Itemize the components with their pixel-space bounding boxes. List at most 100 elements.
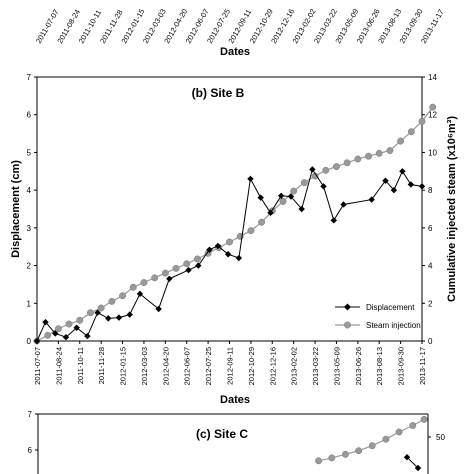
- steam-injection-point: [375, 149, 383, 157]
- site-c-series-line: [406, 456, 419, 469]
- x-tick-label: 2013-06-26: [354, 347, 363, 385]
- displacement-point: [62, 334, 70, 341]
- steam-injection-point: [365, 152, 372, 160]
- displacement-point: [418, 183, 426, 190]
- steam-injection-point: [129, 283, 137, 291]
- x-tick-label: 2012-09-11: [226, 347, 235, 385]
- x-tick-label: 2012-01-15: [119, 347, 128, 385]
- steam-injection-point: [300, 179, 308, 187]
- displacement-point: [224, 251, 232, 258]
- steam-injection-point: [108, 297, 116, 305]
- steam-injection-point: [332, 163, 340, 171]
- steam-injection-point: [429, 103, 437, 111]
- steam-injection-point: [97, 304, 105, 312]
- site-c-steam-point: [341, 450, 349, 458]
- steam-injection-point: [258, 218, 266, 226]
- displacement-point: [84, 332, 91, 340]
- displacement-point: [390, 186, 398, 194]
- displacement-point: [340, 201, 347, 208]
- displacement-point: [115, 314, 123, 321]
- x-tick-label: 2013-11-17: [418, 347, 427, 385]
- steam-injection-point: [343, 159, 351, 167]
- site-c-axes: 6 7 50: [28, 410, 446, 455]
- steam-injection-point: [407, 128, 415, 136]
- steam-injection-point: [397, 137, 405, 145]
- top-panel-date-ticks: 2011-07-072011-08-242011-10-112011-11-28…: [34, 7, 446, 45]
- x-tick-label: 2013-05-09: [332, 347, 341, 385]
- site-b-x-axis: 2011-07-07 2011-08-24 2011-10-11 2011-11-28…: [33, 341, 427, 385]
- y-tick-label: 1: [27, 299, 32, 308]
- steam-injection-point: [386, 147, 394, 154]
- displacement-point: [195, 262, 202, 269]
- x-tick-label: 2012-10-29: [247, 347, 256, 385]
- y-tick-label: 0: [27, 337, 32, 346]
- displacement-point: [33, 337, 41, 345]
- site-b-y2-axis: 0 2 4 6 8 10 12 14: [422, 73, 437, 346]
- displacement-point: [42, 318, 49, 326]
- x-tick-label: 2011-11-28: [97, 347, 106, 384]
- y2-tick-label: 6: [428, 224, 433, 233]
- steam-injection-point: [279, 198, 287, 205]
- x-tick-label: 2012-03-03: [140, 347, 149, 385]
- site-b-series: [33, 103, 437, 345]
- site-c-series-line: [318, 418, 425, 462]
- site-c-steam-point: [315, 457, 323, 465]
- legend-steam-label: Steam injection: [366, 321, 421, 330]
- site-c-steam-point: [368, 442, 376, 450]
- y2-tick-label: 12: [428, 111, 437, 120]
- displacement-point: [94, 309, 101, 316]
- y2-tick-label: 4: [428, 262, 433, 271]
- y-tick-label: 7: [28, 410, 33, 419]
- site-c-series: [315, 415, 428, 472]
- y2-tick-label: 14: [428, 73, 437, 82]
- top-panel-xlabel: Dates: [220, 46, 250, 58]
- displacement-point: [277, 192, 285, 199]
- y2-tick-label: 8: [428, 186, 433, 195]
- y2-tick-label: 0: [428, 337, 433, 346]
- steam-injection-point: [183, 260, 191, 268]
- legend-steam-marker: [344, 321, 351, 329]
- x-tick-label: 2012-07-25: [204, 347, 213, 385]
- displacement-point: [382, 177, 389, 184]
- y-tick-label: 6: [27, 111, 32, 120]
- x-tick-label: 2012-12-16: [268, 347, 277, 385]
- displacement-point: [126, 311, 133, 318]
- site-c-steam-point: [420, 415, 428, 423]
- site-c-steam-point: [355, 447, 363, 455]
- x-tick-label: 2012-04-20: [161, 347, 170, 385]
- steam-injection-point: [161, 269, 169, 277]
- displacement-point: [136, 290, 144, 298]
- steam-injection-point: [247, 227, 255, 235]
- site-b-y2label: Cumulative injected steam (x10⁶m³): [446, 116, 458, 302]
- displacement-point: [330, 217, 337, 224]
- steam-injection-point: [119, 292, 127, 300]
- site-c-displacement-point: [414, 464, 422, 472]
- site-c-steam-point: [328, 454, 336, 462]
- site-c-chart: (c) Site C 6 7 50: [28, 410, 446, 474]
- steam-injection-point: [290, 187, 298, 195]
- y-tick-label: 6: [28, 446, 33, 455]
- legend-displacement-marker: [344, 303, 351, 311]
- displacement-point: [247, 175, 254, 183]
- displacement-point: [185, 266, 192, 274]
- y2-tick-label: 10: [428, 148, 437, 157]
- displacement-point: [399, 168, 406, 175]
- displacement-point: [166, 275, 173, 282]
- displacement-point: [73, 324, 80, 331]
- steam-injection-point: [87, 309, 94, 317]
- displacement-point: [368, 196, 375, 203]
- x-tick-label: 2011-08-24: [54, 347, 63, 385]
- x-tick-label: 2013-08-13: [375, 347, 384, 385]
- x-tick-label: 2013-02-02: [290, 347, 299, 385]
- x-tick-label: 2012-06-07: [183, 347, 192, 385]
- site-b-xlabel: Dates: [220, 394, 250, 406]
- steam-injection-point: [54, 325, 62, 333]
- site-c-steam-point: [395, 428, 403, 436]
- steam-injection-point: [172, 264, 180, 272]
- displacement-point: [298, 205, 305, 213]
- displacement-point: [287, 193, 295, 200]
- steam-injection-point: [226, 238, 233, 246]
- x-tick-label: 2013-09-30: [397, 347, 406, 385]
- site-c-title: (c) Site C: [196, 427, 248, 441]
